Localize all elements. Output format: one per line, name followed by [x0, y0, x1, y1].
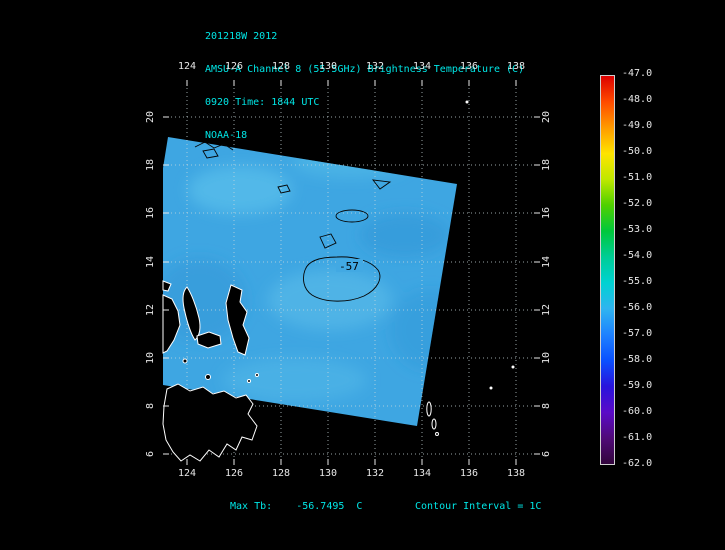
lat-tick-label: 16 — [541, 206, 552, 220]
lat-tick-label: 6 — [541, 450, 552, 458]
colorbar-label: -52.0 — [622, 198, 653, 209]
island-dinagat — [247, 379, 251, 383]
colorbar-label: -57.0 — [622, 328, 653, 339]
colorbar-label: -61.0 — [622, 432, 653, 443]
colorbar-label: -48.0 — [622, 94, 653, 105]
title-product: AMSU-A Channel 8 (55.5GHz) Brightness Te… — [205, 64, 525, 75]
coastlines — [162, 280, 439, 462]
lon-tick-label: 132 — [365, 61, 385, 72]
lat-tick-label: 12 — [145, 303, 156, 317]
lat-tick-label: 8 — [145, 402, 156, 410]
contour-label-group: -57 — [336, 259, 363, 273]
lat-tick-label: 10 — [145, 351, 156, 365]
colorbar-label: -50.0 — [622, 146, 653, 157]
colorbar-label: -55.0 — [622, 276, 653, 287]
island-camiguin — [205, 374, 211, 380]
colorbar-label: -54.0 — [622, 250, 653, 261]
lat-tick-label: 20 — [541, 110, 552, 124]
colorbar-label: -47.0 — [622, 68, 653, 79]
island-mindanao — [162, 383, 258, 462]
title-time: 0920 Time: 1844 UTC — [205, 97, 320, 108]
lon-tick-label: 124 — [177, 468, 197, 479]
lat-tick-label: 12 — [541, 303, 552, 317]
lon-tick-label: 138 — [506, 61, 526, 72]
contour-lines — [194, 141, 392, 302]
lon-tick-label: 134 — [412, 468, 432, 479]
lat-tick-label: 10 — [541, 351, 552, 365]
colorbar-label: -60.0 — [622, 406, 653, 417]
colorbar-label: -59.0 — [622, 380, 653, 391]
islet-dot-3 — [465, 100, 469, 104]
island-talaud-2 — [431, 418, 437, 430]
lon-tick-label: 136 — [459, 468, 479, 479]
island-talaud-1 — [426, 401, 432, 417]
lon-tick-label: 128 — [271, 61, 291, 72]
colorbar-label: -51.0 — [622, 172, 653, 183]
colorbar-label: -62.0 — [622, 458, 653, 469]
title-satellite: NOAA-18 — [205, 130, 248, 141]
island-bohol — [196, 331, 222, 349]
max-tb-text: Max Tb: -56.7495 C — [230, 501, 363, 512]
lat-tick-label: 14 — [145, 255, 156, 269]
swath-texture — [163, 146, 457, 402]
lat-tick-label: 20 — [145, 110, 156, 124]
island-siquijor — [182, 358, 188, 364]
title-storm-id: 201218W 2012 — [205, 31, 278, 42]
grid — [163, 80, 540, 465]
colorbar-label: -56.0 — [622, 302, 653, 313]
island-masbate-fragment — [162, 280, 172, 292]
lat-tick-label: 16 — [145, 206, 156, 220]
colorbar-label: -53.0 — [622, 224, 653, 235]
island-siargao — [255, 373, 259, 377]
lat-tick-label: 18 — [145, 158, 156, 172]
lon-tick-label: 126 — [224, 468, 244, 479]
title-block: 201218W 2012 AMSU-A Channel 8 (55.5GHz) … — [205, 9, 524, 163]
small-islets — [465, 100, 515, 390]
satellite-swath — [163, 137, 457, 426]
lon-tick-label: 138 — [506, 468, 526, 479]
lon-tick-label: 124 — [177, 61, 197, 72]
lon-tick-label: 134 — [412, 61, 432, 72]
colorbar-label: -49.0 — [622, 120, 653, 131]
lon-tick-label: 136 — [459, 61, 479, 72]
lat-tick-label: 18 — [541, 158, 552, 172]
lon-tick-label: 130 — [318, 468, 338, 479]
island-talaud-3 — [435, 432, 439, 436]
lon-tick-label: 132 — [365, 468, 385, 479]
lat-tick-label: 6 — [145, 450, 156, 458]
lon-tick-label: 128 — [271, 468, 291, 479]
islet-dot-1 — [489, 386, 493, 390]
lon-tick-label: 126 — [224, 61, 244, 72]
lat-tick-label: 14 — [541, 255, 552, 269]
island-cebu — [182, 286, 201, 341]
colorbar — [600, 75, 615, 465]
axis-ticks — [163, 80, 540, 465]
colorbar-label: -58.0 — [622, 354, 653, 365]
contour-interval-text: Contour Interval = 1C — [415, 501, 542, 512]
lon-tick-label: 130 — [318, 61, 338, 72]
contour-label-57: -57 — [339, 260, 359, 273]
island-leyte-samar — [225, 284, 250, 356]
lat-tick-label: 8 — [541, 402, 552, 410]
islet-dot-2 — [511, 365, 515, 369]
